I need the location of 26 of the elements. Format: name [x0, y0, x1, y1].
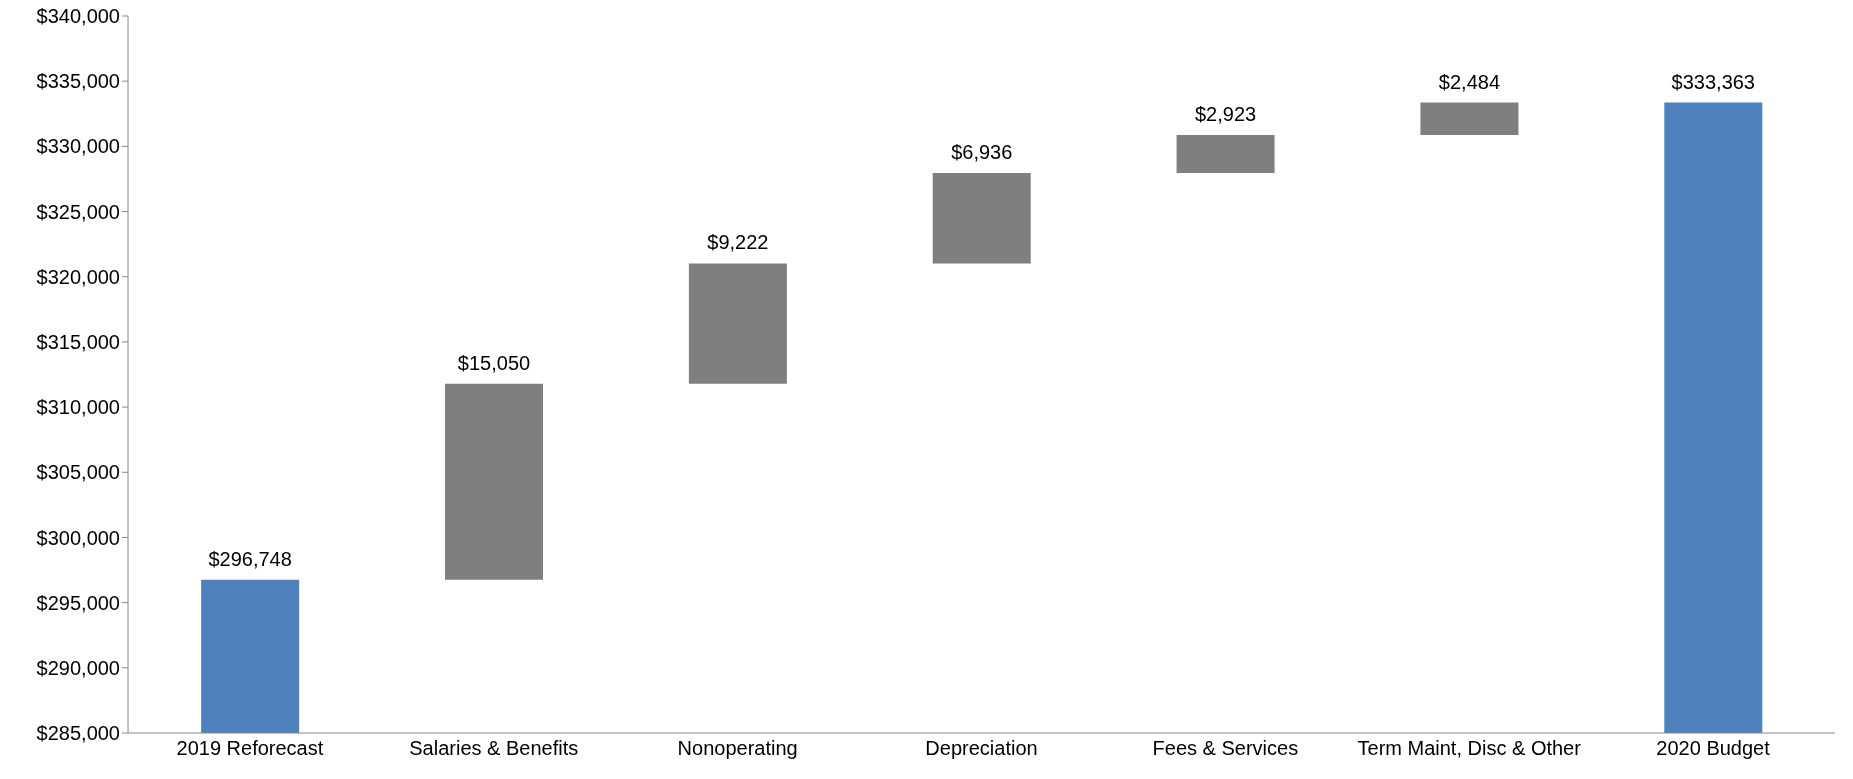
y-tick-label: $320,000: [36, 265, 120, 288]
y-tick-label: $295,000: [36, 591, 120, 614]
data-label: $2,484: [1438, 70, 1501, 93]
data-label: $9,222: [707, 231, 769, 254]
data-label: $2,923: [1195, 102, 1257, 125]
y-tick-label: $325,000: [36, 200, 120, 223]
data-label: $333,363: [1671, 70, 1756, 93]
x-tick-label: Depreciation: [925, 737, 1038, 760]
x-tick-label: Nonoperating: [677, 737, 798, 760]
x-tick-label: Fees & Services: [1152, 737, 1299, 760]
y-tick-label: $285,000: [36, 722, 120, 745]
data-label: $15,050: [457, 351, 531, 374]
x-tick-label: 2019 Reforecast: [176, 737, 324, 760]
x-tick-label: Salaries & Benefits: [409, 737, 579, 760]
y-tick-label: $315,000: [36, 331, 120, 354]
data-label: $296,748: [208, 547, 292, 570]
y-tick-label: $330,000: [36, 135, 120, 158]
y-tick-label: $300,000: [36, 526, 120, 549]
y-tick-label: $310,000: [36, 396, 120, 419]
y-tick-label: $335,000: [36, 70, 120, 93]
y-tick-label: $305,000: [36, 461, 120, 484]
y-tick-label: $290,000: [36, 656, 120, 679]
data-label: $6,936: [951, 141, 1013, 164]
x-tick-label: 2020 Budget: [1656, 737, 1771, 760]
x-tick-label: Term Maint, Disc & Other: [1357, 737, 1582, 760]
y-tick-label: $340,000: [36, 5, 120, 28]
